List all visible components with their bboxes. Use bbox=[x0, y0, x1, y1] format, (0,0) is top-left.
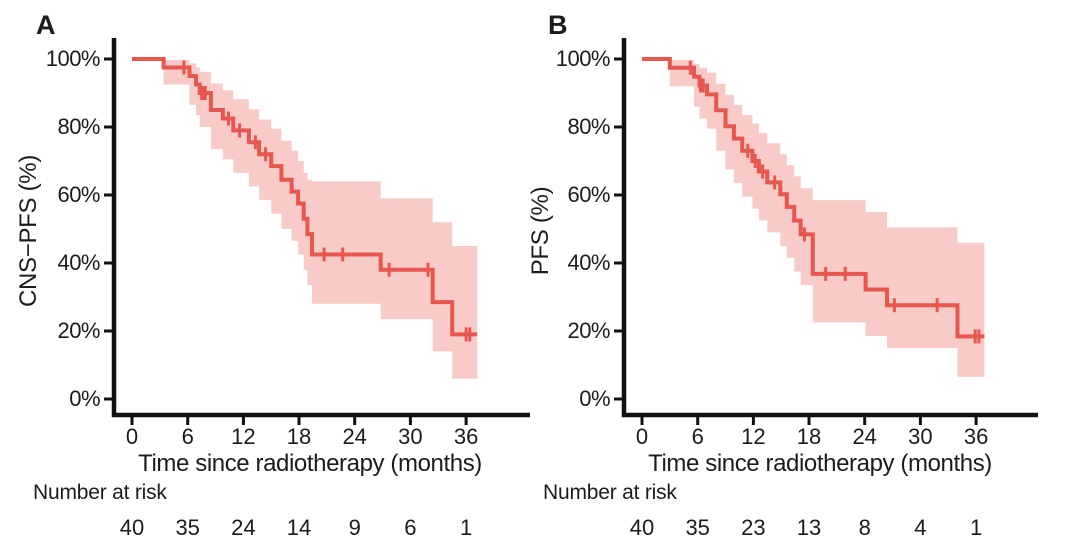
panel-b-y-tick-label: 80% bbox=[567, 114, 610, 139]
panel-b-number-at-risk-value: 40 bbox=[629, 515, 655, 540]
panel-b-x-tick-label: 6 bbox=[691, 424, 704, 449]
panel-a-number-at-risk-value: 40 bbox=[119, 515, 145, 540]
panel-a-y-tick-label: 20% bbox=[57, 318, 100, 343]
panel-b-number-at-risk-value: 1 bbox=[969, 515, 983, 540]
panel-b-y-tick-label: 60% bbox=[567, 182, 610, 207]
panel-b-y-tick-label: 100% bbox=[555, 46, 611, 71]
panel-b-x-tick-label: 30 bbox=[908, 424, 933, 449]
panel-b-confidence-band bbox=[669, 60, 985, 377]
panel-a-x-axis-title: Time since radiotherapy (months) bbox=[138, 450, 482, 477]
panel-b-number-at-risk-value: 23 bbox=[741, 515, 766, 540]
panel-a-y-tick-label: 0% bbox=[69, 386, 100, 411]
panel-b-x-tick-label: 18 bbox=[796, 424, 822, 449]
panel-a-x-tick-label: 0 bbox=[125, 424, 139, 449]
panel-a-y-axis-title: CNS−PFS (%) bbox=[15, 154, 42, 308]
panel-a-y-tick-label: 80% bbox=[57, 114, 100, 139]
panel-a-number-at-risk-value: 9 bbox=[348, 515, 361, 540]
panel-a-x-tick-label: 36 bbox=[453, 424, 479, 449]
panel-b-number-at-risk-label: Number at risk bbox=[543, 481, 677, 504]
panel-a-number-at-risk-value: 35 bbox=[175, 515, 200, 540]
panel-a-number-at-risk-value: 24 bbox=[231, 515, 256, 540]
panel-a-x-tick-label: 6 bbox=[181, 424, 194, 449]
panel-a-y-tick-label: 60% bbox=[57, 182, 100, 207]
panel-a-x-tick-label: 24 bbox=[342, 424, 367, 449]
panel-a-number-at-risk-label: Number at risk bbox=[33, 481, 167, 504]
panel-a-x-tick-label: 30 bbox=[398, 424, 423, 449]
panel-a-km-curve bbox=[132, 57, 478, 337]
panel-b-y-tick-label: 20% bbox=[567, 318, 610, 343]
panel-a-y-tick-label: 40% bbox=[57, 250, 100, 275]
panel-b-number-at-risk-value: 8 bbox=[858, 515, 871, 540]
panel-b-x-tick-label: 36 bbox=[963, 424, 989, 449]
panel-a-number-at-risk-value: 14 bbox=[286, 515, 312, 540]
panel-b-number-at-risk-value: 35 bbox=[685, 515, 710, 540]
panel-a-number-at-risk-value: 1 bbox=[459, 515, 473, 540]
panel-a-x-tick-label: 18 bbox=[286, 424, 312, 449]
panel-b-x-tick-label: 0 bbox=[635, 424, 649, 449]
panel-b-x-tick-label: 24 bbox=[852, 424, 877, 449]
panel-b-number-at-risk-value: 13 bbox=[796, 515, 822, 540]
panel-a-confidence-band bbox=[163, 60, 478, 379]
panel-a-y-tick-label: 100% bbox=[45, 46, 101, 71]
panel-b-number-at-risk-value: 4 bbox=[914, 515, 927, 540]
panel-b-label: B bbox=[548, 10, 568, 40]
panel-b-y-tick-label: 0% bbox=[579, 386, 610, 411]
panel-b-x-axis-title: Time since radiotherapy (months) bbox=[648, 450, 992, 477]
panel-b-y-tick-label: 40% bbox=[567, 250, 610, 275]
panel-a-label: A bbox=[36, 10, 56, 40]
panel-a-number-at-risk-value: 6 bbox=[404, 515, 417, 540]
panel-a-x-tick-label: 12 bbox=[231, 424, 256, 449]
panel-b-x-tick-label: 12 bbox=[741, 424, 766, 449]
